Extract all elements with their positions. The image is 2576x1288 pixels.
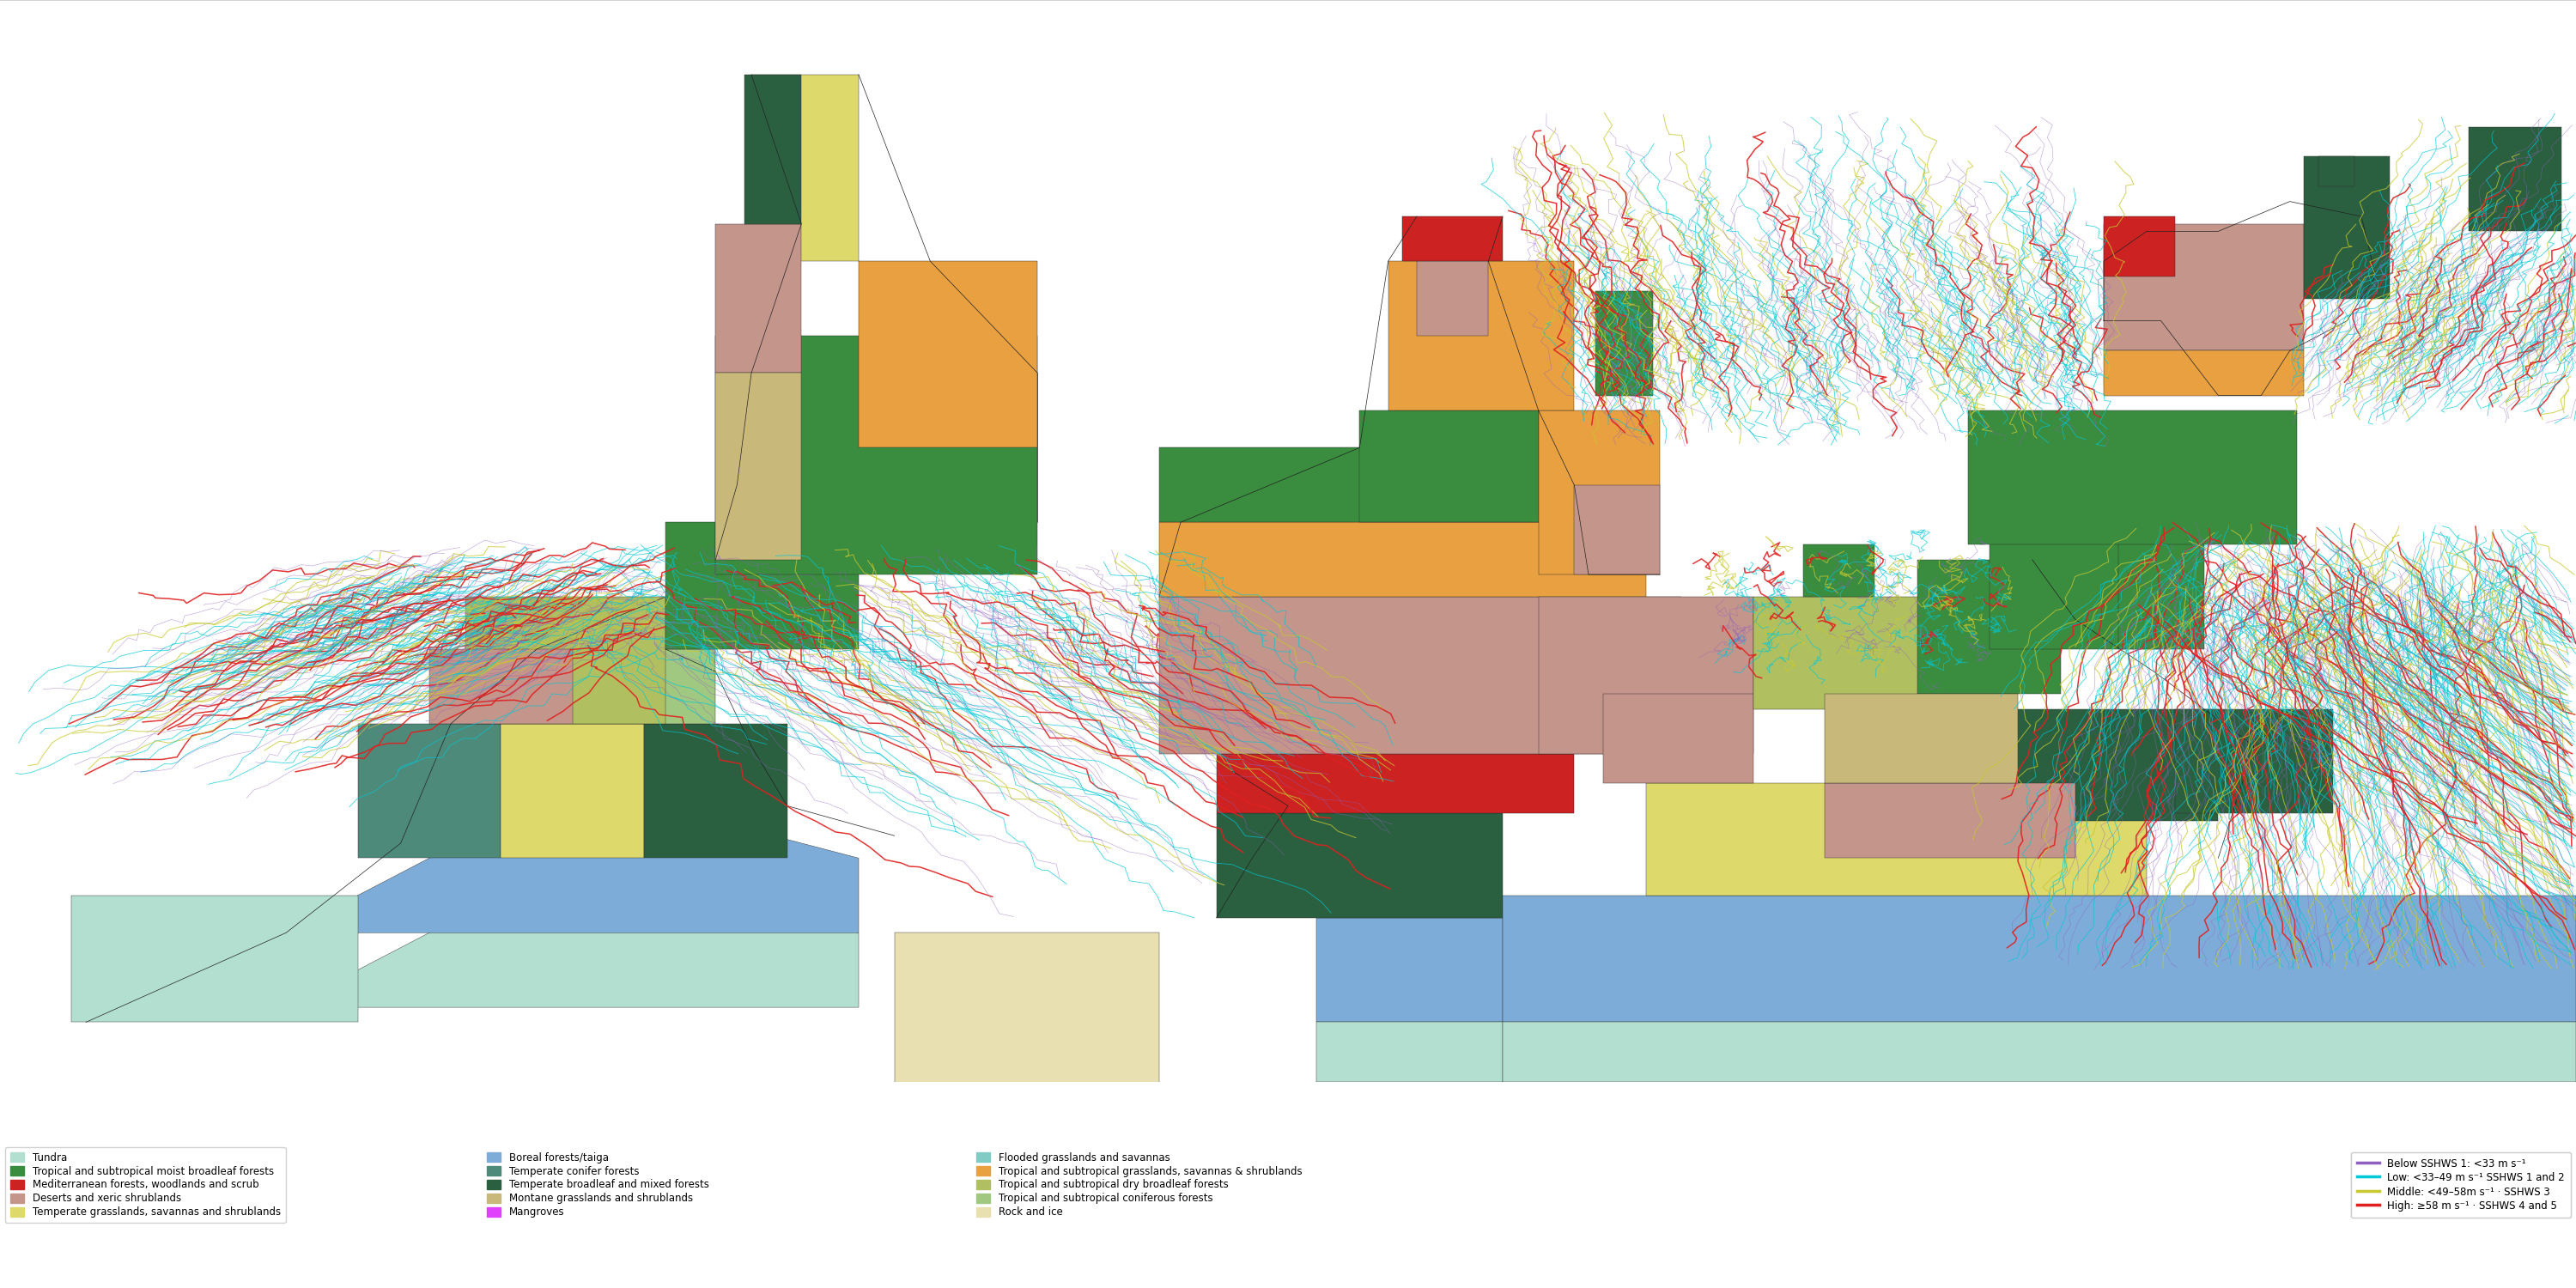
Polygon shape xyxy=(1417,261,1489,336)
Polygon shape xyxy=(2174,708,2334,813)
Polygon shape xyxy=(1159,448,1610,523)
Polygon shape xyxy=(1316,1023,1502,1082)
Polygon shape xyxy=(1602,694,1754,783)
Polygon shape xyxy=(1502,895,2576,1023)
Polygon shape xyxy=(1538,596,1754,753)
Polygon shape xyxy=(716,374,801,559)
Polygon shape xyxy=(500,724,644,858)
Polygon shape xyxy=(1360,411,1538,523)
Polygon shape xyxy=(2117,523,2205,649)
Polygon shape xyxy=(1316,918,1502,1023)
Polygon shape xyxy=(665,523,858,649)
Polygon shape xyxy=(2303,157,2391,299)
Polygon shape xyxy=(1824,783,2076,858)
Polygon shape xyxy=(1216,753,1574,813)
Polygon shape xyxy=(1574,486,1659,574)
Polygon shape xyxy=(1989,523,2161,649)
Polygon shape xyxy=(2105,216,2174,276)
Polygon shape xyxy=(1502,1023,2576,1082)
Polygon shape xyxy=(1595,291,1654,395)
Polygon shape xyxy=(716,336,1038,574)
Polygon shape xyxy=(1159,523,1646,596)
Polygon shape xyxy=(2004,708,2218,820)
Polygon shape xyxy=(2318,157,2354,187)
Polygon shape xyxy=(2468,126,2561,232)
Polygon shape xyxy=(572,649,716,724)
Polygon shape xyxy=(2105,224,2303,350)
Polygon shape xyxy=(858,261,1038,448)
Polygon shape xyxy=(716,224,801,374)
Polygon shape xyxy=(1824,694,2017,783)
Polygon shape xyxy=(430,649,572,724)
Polygon shape xyxy=(1388,261,1574,411)
Polygon shape xyxy=(1917,559,2061,694)
Polygon shape xyxy=(1803,545,1875,596)
Legend: Below SSHWS 1: <33 m s⁻¹, Low: <33–49 m s⁻¹ SSHWS 1 and 2, Middle: <49–58m s⁻¹ ·: Below SSHWS 1: <33 m s⁻¹, Low: <33–49 m … xyxy=(2352,1151,2571,1218)
Polygon shape xyxy=(894,933,1159,1119)
Polygon shape xyxy=(358,724,500,858)
Polygon shape xyxy=(1754,596,1932,708)
Polygon shape xyxy=(1401,216,1502,261)
Polygon shape xyxy=(286,820,858,933)
Polygon shape xyxy=(752,75,858,261)
Polygon shape xyxy=(1538,411,1659,574)
Polygon shape xyxy=(744,75,801,224)
Polygon shape xyxy=(286,895,858,1007)
Polygon shape xyxy=(72,895,358,1023)
Polygon shape xyxy=(1968,411,2298,545)
Polygon shape xyxy=(1159,596,1682,753)
Polygon shape xyxy=(2105,350,2303,395)
Polygon shape xyxy=(1646,783,2146,895)
Polygon shape xyxy=(466,596,665,724)
Polygon shape xyxy=(644,724,788,858)
Polygon shape xyxy=(1216,813,1502,918)
